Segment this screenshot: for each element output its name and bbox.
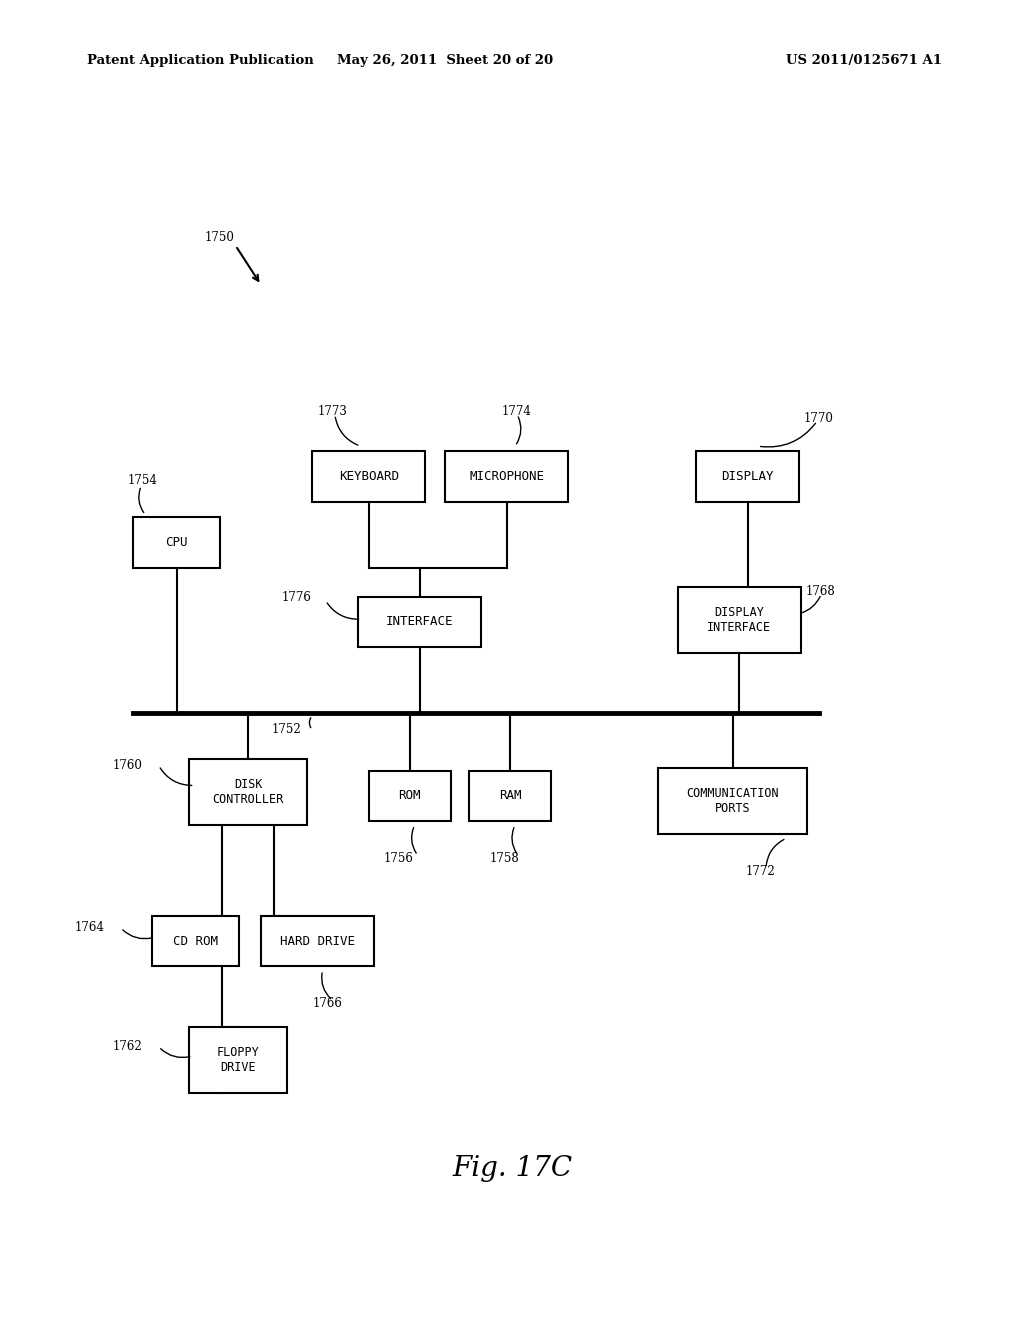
Text: 1776: 1776: [282, 591, 311, 605]
Text: 1750: 1750: [205, 231, 234, 244]
Text: 1770: 1770: [804, 412, 834, 425]
Text: ROM: ROM: [398, 789, 421, 803]
Text: 1752: 1752: [271, 723, 301, 737]
Text: US 2011/0125671 A1: US 2011/0125671 A1: [786, 54, 942, 67]
Text: May 26, 2011  Sheet 20 of 20: May 26, 2011 Sheet 20 of 20: [337, 54, 554, 67]
Text: MICROPHONE: MICROPHONE: [469, 470, 545, 483]
Text: 1774: 1774: [502, 405, 531, 418]
FancyBboxPatch shape: [152, 916, 239, 966]
Text: CPU: CPU: [166, 536, 187, 549]
Text: DISPLAY: DISPLAY: [721, 470, 774, 483]
FancyBboxPatch shape: [133, 517, 220, 568]
Text: 1773: 1773: [317, 405, 347, 418]
FancyBboxPatch shape: [696, 451, 799, 502]
FancyBboxPatch shape: [189, 1027, 287, 1093]
Text: 1768: 1768: [806, 585, 836, 598]
FancyBboxPatch shape: [189, 759, 307, 825]
FancyBboxPatch shape: [445, 451, 568, 502]
Text: KEYBOARD: KEYBOARD: [339, 470, 398, 483]
Text: 1754: 1754: [128, 474, 158, 487]
Text: CD ROM: CD ROM: [173, 935, 217, 948]
Text: 1756: 1756: [384, 851, 414, 865]
FancyBboxPatch shape: [369, 771, 451, 821]
Text: Patent Application Publication: Patent Application Publication: [87, 54, 313, 67]
Text: 1764: 1764: [75, 921, 104, 935]
Text: Fig. 17C: Fig. 17C: [452, 1155, 572, 1181]
Text: DISPLAY
INTERFACE: DISPLAY INTERFACE: [708, 606, 771, 635]
FancyBboxPatch shape: [658, 768, 807, 834]
Text: HARD DRIVE: HARD DRIVE: [280, 935, 355, 948]
Text: RAM: RAM: [499, 789, 521, 803]
FancyBboxPatch shape: [678, 587, 801, 653]
FancyBboxPatch shape: [261, 916, 374, 966]
Text: COMMUNICATION
PORTS: COMMUNICATION PORTS: [686, 787, 779, 816]
Text: FLOPPY
DRIVE: FLOPPY DRIVE: [217, 1045, 259, 1074]
Text: INTERFACE: INTERFACE: [386, 615, 454, 628]
FancyBboxPatch shape: [358, 597, 481, 647]
FancyBboxPatch shape: [312, 451, 425, 502]
FancyBboxPatch shape: [469, 771, 551, 821]
Text: 1766: 1766: [312, 997, 342, 1010]
Text: 1758: 1758: [489, 851, 519, 865]
Text: 1762: 1762: [113, 1040, 142, 1053]
Text: 1760: 1760: [113, 759, 142, 772]
Text: 1772: 1772: [745, 865, 775, 878]
Text: DISK
CONTROLLER: DISK CONTROLLER: [213, 777, 284, 807]
